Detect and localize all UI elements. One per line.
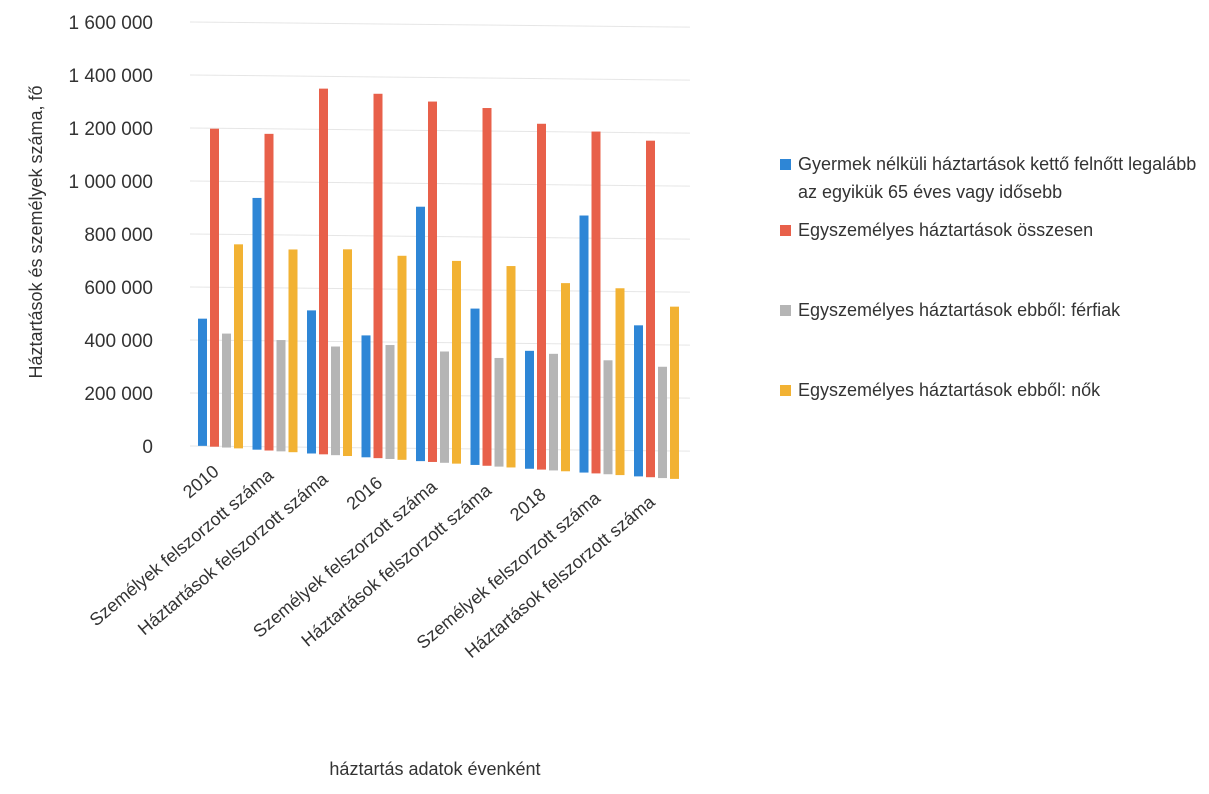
bar: [634, 325, 643, 477]
bar: [319, 88, 328, 455]
legend-label: Gyermek nélküli háztartások kettő felnőt…: [798, 154, 1197, 202]
bar: [288, 249, 298, 453]
bar: [373, 93, 383, 459]
bar: [222, 333, 231, 448]
bar: [670, 306, 679, 479]
bar: [331, 346, 340, 456]
bar: [397, 255, 407, 460]
category-label: 2018: [506, 484, 550, 525]
legend-label: Egyszemélyes háztartások ebből: férfiak: [798, 300, 1121, 320]
y-tick-label: 1 000 000: [68, 172, 153, 193]
y-tick-label: 800 000: [84, 225, 153, 246]
y-tick-label: 1 600 000: [68, 13, 153, 34]
bar: [276, 340, 286, 452]
bar: [264, 133, 274, 451]
legend-item: Egyszemélyes háztartások ebből: férfiak: [780, 296, 1200, 324]
legend-swatch: [780, 305, 791, 316]
bar: [591, 131, 601, 474]
legend-swatch: [780, 159, 791, 170]
y-tick-labels: 1 600 000 1 400 000 1 200 000 1 000 000 800 …: [68, 13, 153, 458]
y-tick-label: 1 400 000: [68, 66, 153, 87]
bar: [494, 357, 504, 467]
bar: [603, 360, 613, 475]
gridline: [189, 74, 691, 81]
bar: [428, 101, 437, 462]
legend-item: Egyszemélyes háztartások ebből: nők: [780, 376, 1200, 404]
bar: [470, 308, 480, 465]
y-tick-label: 1 200 000: [68, 119, 153, 140]
gridline: [189, 127, 691, 134]
category-label: 2016: [343, 473, 387, 514]
bar: [361, 335, 371, 458]
y-tick-label: 200 000: [84, 384, 153, 405]
bar: [452, 260, 461, 464]
bar: [506, 266, 516, 468]
legend-label: Egyszemélyes háztartások ebből: nők: [798, 380, 1101, 400]
legend-item: Egyszemélyes háztartások összesen: [780, 216, 1200, 244]
bar: [537, 123, 546, 470]
bar: [579, 215, 589, 473]
legend: Gyermek nélküli háztartások kettő felnőt…: [780, 150, 1200, 404]
bars: [198, 88, 679, 479]
y-axis-title: Háztartások és személyek száma, fő: [26, 85, 46, 378]
bar: [307, 310, 316, 454]
bar: [440, 351, 449, 463]
bar: [234, 244, 243, 449]
bar: [252, 197, 262, 450]
category-label: 2010: [179, 461, 223, 502]
legend-swatch: [780, 225, 791, 236]
bar: [615, 288, 625, 476]
bar: [385, 345, 395, 459]
bar: [343, 249, 352, 457]
bar: [198, 318, 207, 446]
bar: [646, 140, 655, 478]
legend-item: Gyermek nélküli háztartások kettő felnőt…: [780, 150, 1200, 206]
bar: [482, 108, 492, 466]
y-tick-label: 400 000: [84, 331, 153, 352]
legend-label: Egyszemélyes háztartások összesen: [798, 220, 1094, 240]
x-axis-title: háztartás adatok évenként: [329, 759, 540, 779]
bar: [549, 353, 558, 471]
bar: [561, 283, 570, 472]
bar: [416, 206, 425, 462]
gridline: [189, 21, 691, 28]
bar: [658, 366, 667, 479]
legend-swatch: [780, 385, 791, 396]
y-tick-label: 600 000: [84, 278, 153, 299]
bar: [525, 350, 534, 469]
y-tick-label: 0: [142, 437, 153, 458]
bar: [210, 128, 219, 447]
